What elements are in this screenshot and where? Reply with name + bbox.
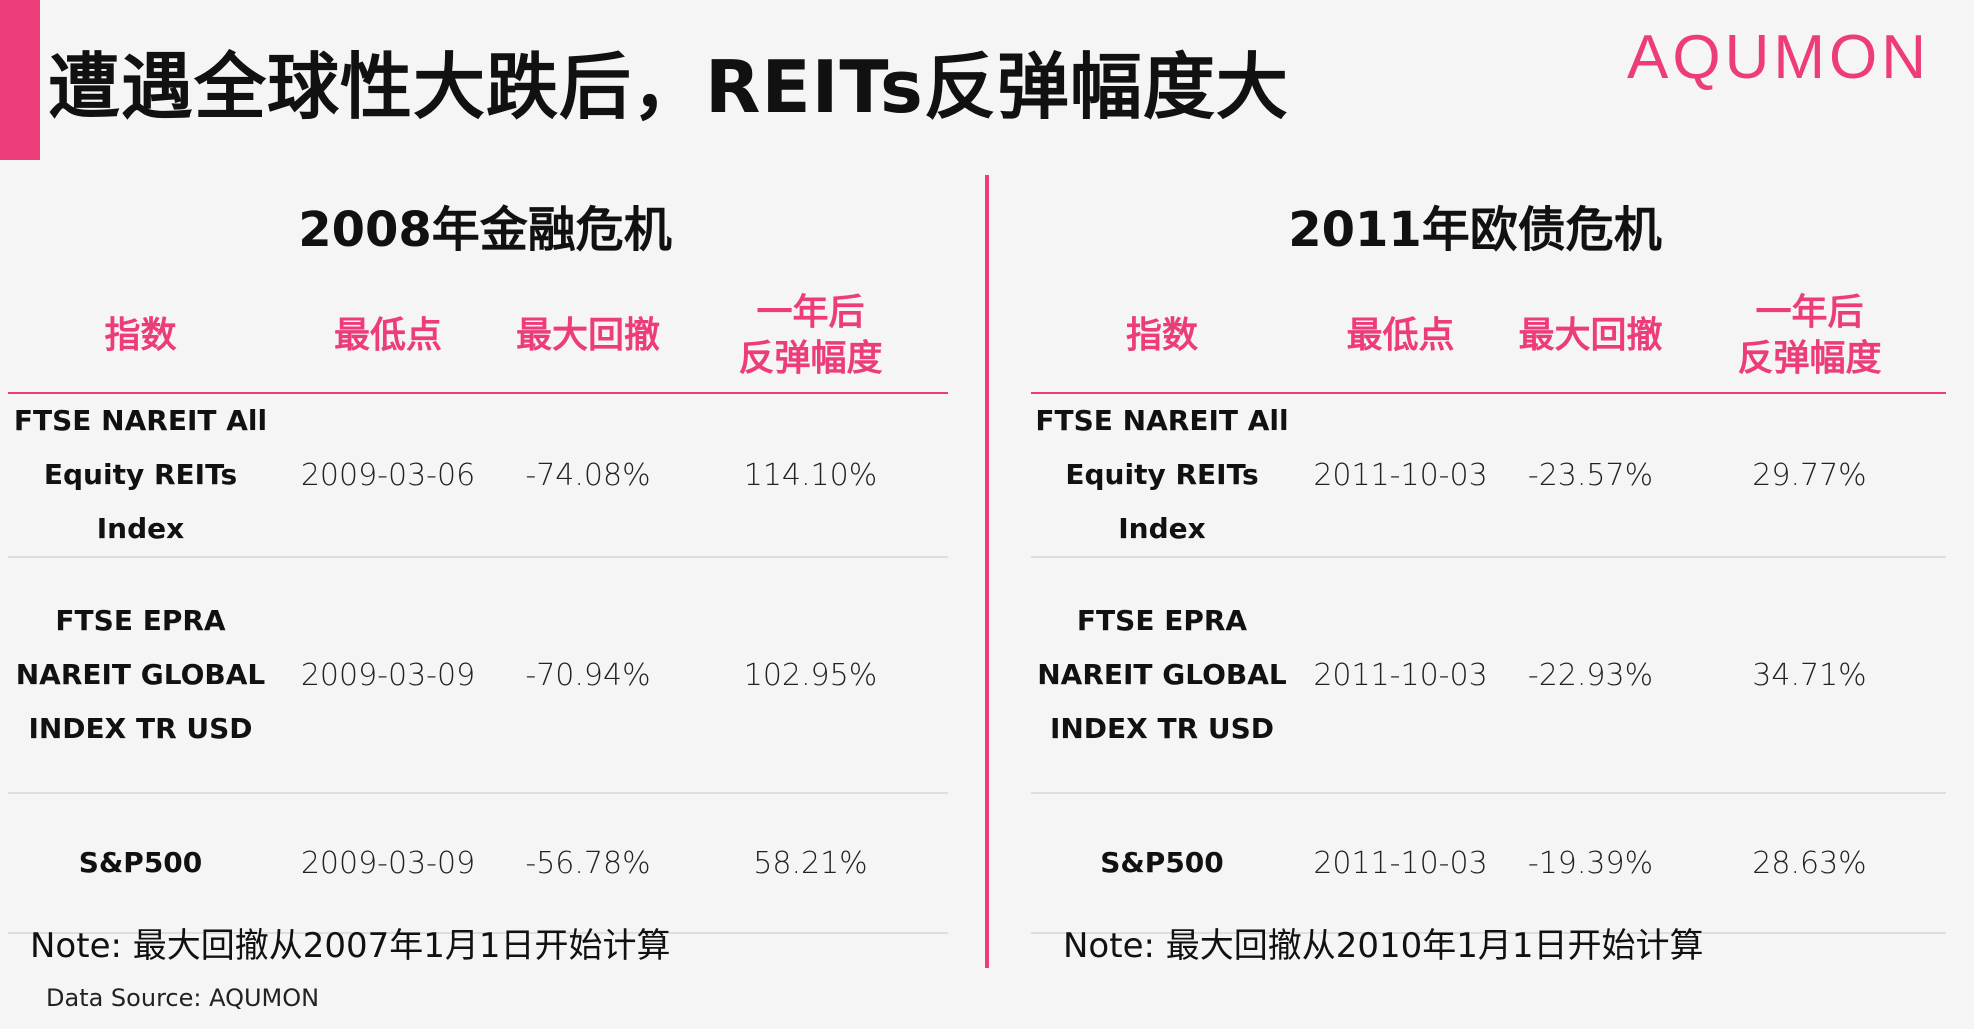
index-name: S&P500 bbox=[8, 793, 273, 934]
low-date: 2009-03-09 bbox=[273, 557, 503, 794]
low-date: 2011-10-03 bbox=[1293, 793, 1508, 934]
low-date: 2011-10-03 bbox=[1293, 557, 1508, 794]
table-row: FTSE EPRA NAREIT GLOBAL INDEX TR USD 201… bbox=[1031, 557, 1946, 794]
table-row: FTSE NAREIT All Equity REITs Index 2011-… bbox=[1031, 393, 1946, 558]
column-header-drawdown: 最大回撤 bbox=[1508, 280, 1673, 394]
index-name-line: FTSE EPRA bbox=[1076, 604, 1248, 637]
index-name-line: INDEX TR USD bbox=[1049, 712, 1275, 745]
rebound: 58.21% bbox=[673, 793, 948, 934]
index-name-line: FTSE NAREIT All bbox=[13, 404, 268, 437]
table-row: S&P500 2011-10-03 -19.39% 28.63% bbox=[1031, 793, 1946, 934]
max-drawdown: -19.39% bbox=[1508, 793, 1673, 934]
low-date: 2009-03-09 bbox=[273, 793, 503, 934]
column-header-rebound: 一年后 反弹幅度 bbox=[673, 280, 948, 394]
rebound-header-line1: 一年后 bbox=[1755, 292, 1864, 333]
panel-title: 2008年金融危机 bbox=[298, 202, 672, 258]
index-name-line: FTSE EPRA bbox=[55, 604, 226, 637]
column-header-low: 最低点 bbox=[1293, 280, 1508, 394]
data-table: 指数 最低点 最大回撤 一年后 反弹幅度 FTSE NAREIT All Equ… bbox=[1031, 280, 1946, 934]
index-name-line: Equity REITs Index bbox=[43, 458, 238, 545]
table-row: FTSE EPRA NAREIT GLOBAL INDEX TR USD 200… bbox=[8, 557, 948, 794]
index-name: FTSE EPRA NAREIT GLOBAL INDEX TR USD bbox=[8, 557, 273, 794]
note-text: Note: 最大回撤从2007年1月1日开始计算 bbox=[30, 926, 671, 966]
index-name-line: NAREIT GLOBAL bbox=[15, 658, 266, 691]
rebound: 29.77% bbox=[1673, 393, 1946, 558]
page-title: 遭遇全球性大跌后，REITs反弹幅度大 bbox=[48, 45, 1289, 129]
index-name-line: NAREIT GLOBAL bbox=[1037, 658, 1287, 691]
panel-divider bbox=[985, 175, 989, 968]
column-header-low: 最低点 bbox=[273, 280, 503, 394]
index-name-line: Equity REITs Index bbox=[1065, 458, 1259, 545]
rebound-header-line2: 反弹幅度 bbox=[738, 338, 883, 379]
column-header-rebound: 一年后 反弹幅度 bbox=[1673, 280, 1946, 394]
column-header-index: 指数 bbox=[1031, 280, 1293, 394]
aqumon-logo: AQUMON bbox=[1627, 23, 1930, 92]
index-name-line: FTSE NAREIT All bbox=[1035, 404, 1289, 437]
rebound: 102.95% bbox=[673, 557, 948, 794]
low-date: 2011-10-03 bbox=[1293, 393, 1508, 558]
index-name-line: INDEX TR USD bbox=[28, 712, 253, 745]
column-header-drawdown: 最大回撤 bbox=[503, 280, 673, 394]
rebound-header-line2: 反弹幅度 bbox=[1737, 338, 1882, 379]
accent-bar bbox=[0, 0, 40, 160]
index-name: FTSE NAREIT All Equity REITs Index bbox=[1031, 393, 1293, 558]
panel-title: 2011年欧债危机 bbox=[1288, 202, 1662, 258]
max-drawdown: -70.94% bbox=[503, 557, 673, 794]
table-row: FTSE NAREIT All Equity REITs Index 2009-… bbox=[8, 393, 948, 558]
max-drawdown: -74.08% bbox=[503, 393, 673, 558]
rebound: 28.63% bbox=[1673, 793, 1946, 934]
data-source: Data Source: AQUMON bbox=[46, 984, 320, 1012]
note-text: Note: 最大回撤从2010年1月1日开始计算 bbox=[1063, 926, 1704, 966]
table-row: S&P500 2009-03-09 -56.78% 58.21% bbox=[8, 793, 948, 934]
max-drawdown: -56.78% bbox=[503, 793, 673, 934]
rebound: 34.71% bbox=[1673, 557, 1946, 794]
column-header-index: 指数 bbox=[8, 280, 273, 394]
rebound-header-line1: 一年后 bbox=[756, 292, 865, 333]
index-name: FTSE EPRA NAREIT GLOBAL INDEX TR USD bbox=[1031, 557, 1293, 794]
index-name: S&P500 bbox=[1031, 793, 1293, 934]
data-table: 指数 最低点 最大回撤 一年后 反弹幅度 FTSE NAREIT All Equ… bbox=[8, 280, 948, 934]
max-drawdown: -23.57% bbox=[1508, 393, 1673, 558]
low-date: 2009-03-06 bbox=[273, 393, 503, 558]
max-drawdown: -22.93% bbox=[1508, 557, 1673, 794]
index-name: FTSE NAREIT All Equity REITs Index bbox=[8, 393, 273, 558]
rebound: 114.10% bbox=[673, 393, 948, 558]
